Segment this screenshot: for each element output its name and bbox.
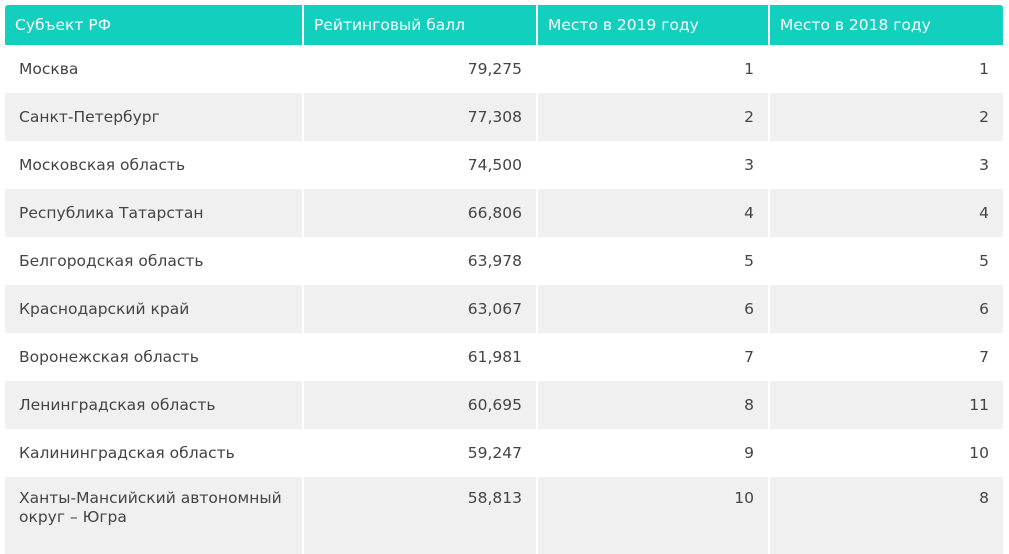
cell-score: 79,275 (304, 45, 536, 93)
cell-subject: Москва (5, 45, 302, 93)
cell-subject: Калининградская область (5, 429, 302, 477)
table-row: Воронежская область 61,981 7 7 (5, 333, 1003, 381)
cell-place-2018: 2 (770, 93, 1003, 141)
table-row: Ханты-Мансийский автономный округ – Югра… (5, 477, 1003, 554)
cell-place-2018: 10 (770, 429, 1003, 477)
cell-score: 74,500 (304, 141, 536, 189)
cell-subject: Республика Татарстан (5, 189, 302, 237)
cell-place-2019: 8 (538, 381, 768, 429)
table-row: Ленинградская область 60,695 8 11 (5, 381, 1003, 429)
cell-subject: Белгородская область (5, 237, 302, 285)
cell-score: 58,813 (304, 477, 536, 554)
cell-place-2019: 3 (538, 141, 768, 189)
cell-score: 61,981 (304, 333, 536, 381)
cell-place-2018: 6 (770, 285, 1003, 333)
table-row: Краснодарский край 63,067 6 6 (5, 285, 1003, 333)
cell-score: 60,695 (304, 381, 536, 429)
cell-place-2018: 8 (770, 477, 1003, 554)
cell-score: 63,978 (304, 237, 536, 285)
cell-subject: Ханты-Мансийский автономный округ – Югра (5, 477, 302, 554)
cell-subject: Краснодарский край (5, 285, 302, 333)
table-row: Московская область 74,500 3 3 (5, 141, 1003, 189)
cell-place-2018: 11 (770, 381, 1003, 429)
cell-score: 77,308 (304, 93, 536, 141)
cell-subject: Санкт-Петербург (5, 93, 302, 141)
cell-score: 66,806 (304, 189, 536, 237)
table-row: Москва 79,275 1 1 (5, 45, 1003, 93)
cell-place-2018: 1 (770, 45, 1003, 93)
table-row: Калининградская область 59,247 9 10 (5, 429, 1003, 477)
cell-place-2018: 7 (770, 333, 1003, 381)
table-row: Белгородская область 63,978 5 5 (5, 237, 1003, 285)
cell-subject: Московская область (5, 141, 302, 189)
cell-place-2019: 9 (538, 429, 768, 477)
header-score[interactable]: Рейтинговый балл (304, 5, 536, 45)
cell-place-2018: 5 (770, 237, 1003, 285)
cell-place-2019: 4 (538, 189, 768, 237)
cell-subject: Воронежская область (5, 333, 302, 381)
table-row: Республика Татарстан 66,806 4 4 (5, 189, 1003, 237)
table-body: Москва 79,275 1 1 Санкт-Петербург 77,308… (5, 45, 1003, 554)
rating-table: Субъект РФ Рейтинговый балл Место в 2019… (3, 5, 1005, 554)
header-subject[interactable]: Субъект РФ (5, 5, 302, 45)
rating-table-container: Субъект РФ Рейтинговый балл Место в 2019… (5, 5, 1003, 554)
header-row: Субъект РФ Рейтинговый балл Место в 2019… (5, 5, 1003, 45)
cell-subject: Ленинградская область (5, 381, 302, 429)
cell-place-2019: 1 (538, 45, 768, 93)
table-row: Санкт-Петербург 77,308 2 2 (5, 93, 1003, 141)
cell-score: 59,247 (304, 429, 536, 477)
cell-place-2018: 4 (770, 189, 1003, 237)
cell-place-2019: 6 (538, 285, 768, 333)
cell-place-2019: 5 (538, 237, 768, 285)
cell-place-2019: 2 (538, 93, 768, 141)
table-header: Субъект РФ Рейтинговый балл Место в 2019… (5, 5, 1003, 45)
cell-score: 63,067 (304, 285, 536, 333)
cell-place-2019: 10 (538, 477, 768, 554)
header-place-2019[interactable]: Место в 2019 году (538, 5, 768, 45)
header-place-2018[interactable]: Место в 2018 году (770, 5, 1003, 45)
cell-place-2019: 7 (538, 333, 768, 381)
cell-place-2018: 3 (770, 141, 1003, 189)
